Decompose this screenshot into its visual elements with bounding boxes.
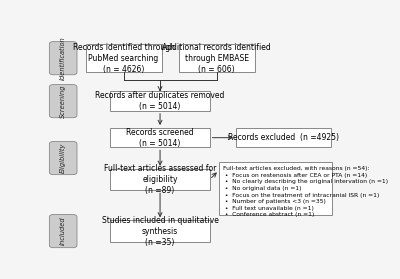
- Bar: [219, 162, 332, 215]
- Text: Records excluded  (n =4925): Records excluded (n =4925): [228, 133, 339, 142]
- Text: Included: Included: [60, 217, 66, 246]
- Text: Full-text articles assessed for
eligibility
(n =89): Full-text articles assessed for eligibil…: [104, 164, 216, 195]
- Text: Full-text articles excluded, with reasons (n =54):
 •  Focus on restenosis after: Full-text articles excluded, with reason…: [223, 166, 388, 217]
- FancyBboxPatch shape: [49, 141, 77, 175]
- FancyBboxPatch shape: [49, 42, 77, 75]
- Bar: [110, 128, 210, 147]
- Text: Studies included in qualitative
synthesis
(n =35): Studies included in qualitative synthesi…: [102, 215, 218, 247]
- Bar: [179, 44, 254, 72]
- Bar: [110, 169, 210, 190]
- Text: Records screened
(n = 5014): Records screened (n = 5014): [126, 128, 194, 148]
- FancyBboxPatch shape: [49, 215, 77, 248]
- Bar: [86, 44, 162, 72]
- Text: Records after duplicates removed
(n = 5014): Records after duplicates removed (n = 50…: [95, 91, 225, 111]
- Bar: [110, 220, 210, 242]
- Text: Records identified through
PubMed searching
(n = 4626): Records identified through PubMed search…: [73, 43, 175, 74]
- Text: Additional records identified
through EMBASE
(n = 606): Additional records identified through EM…: [162, 43, 271, 74]
- FancyBboxPatch shape: [49, 85, 77, 118]
- Text: Identification: Identification: [60, 36, 66, 80]
- Bar: [110, 92, 210, 111]
- Bar: [236, 128, 330, 147]
- Text: Screening: Screening: [60, 85, 66, 118]
- Text: Eligibility: Eligibility: [60, 143, 66, 173]
